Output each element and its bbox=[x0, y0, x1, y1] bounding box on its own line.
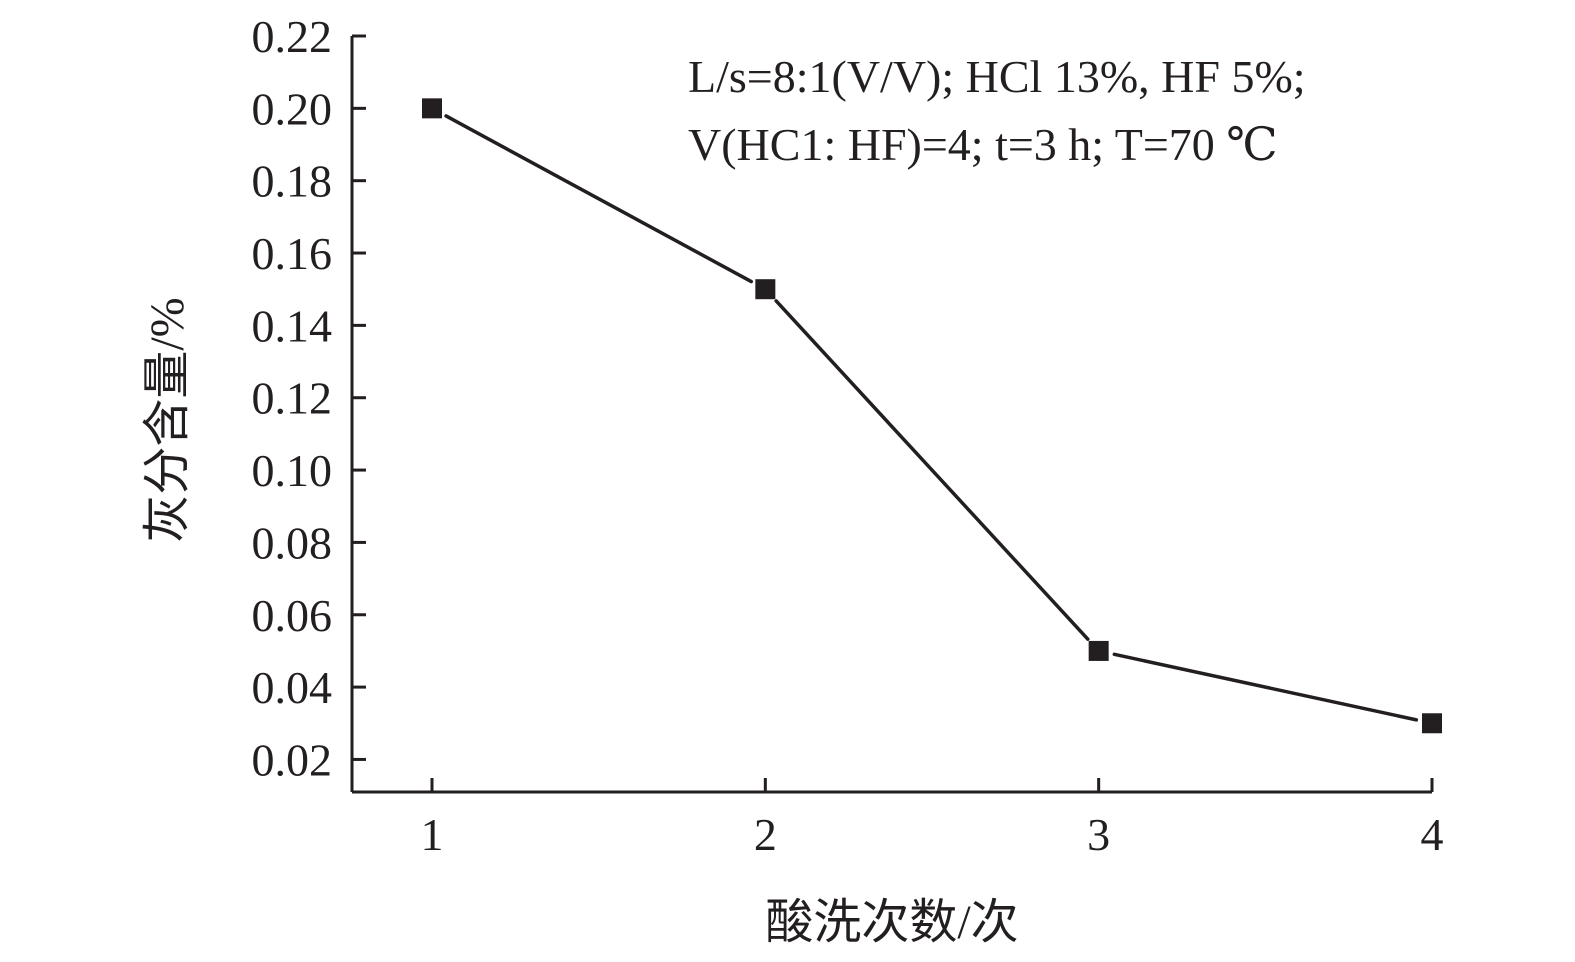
series-line-segment bbox=[1112, 652, 1419, 722]
x-tick-label: 2 bbox=[754, 809, 777, 860]
y-ticks: 0.02 0.04 0.06 0.08 0.10 0.12 0.14 0.16 0.18 0.20… bbox=[252, 11, 366, 785]
y-tick-label: 0.22 bbox=[252, 11, 333, 62]
x-tick-label: 4 bbox=[1421, 809, 1444, 860]
y-tick-label: 0.12 bbox=[252, 373, 333, 424]
series bbox=[422, 98, 1442, 734]
data-point-square bbox=[1422, 713, 1442, 734]
y-tick-label: 0.02 bbox=[252, 734, 333, 785]
data-point-square bbox=[422, 98, 442, 119]
y-tick-label: 0.14 bbox=[252, 300, 333, 351]
y-tick-label: 0.10 bbox=[252, 445, 333, 496]
y-tick-label: 0.20 bbox=[252, 83, 333, 134]
data-point-square bbox=[1088, 640, 1109, 661]
y-tick-label: 0.06 bbox=[252, 590, 333, 641]
y-tick-label: 0.08 bbox=[252, 517, 333, 568]
y-tick-label: 0.04 bbox=[252, 662, 333, 713]
x-ticks: 1 2 3 4 bbox=[421, 778, 1444, 860]
x-axis-label: 酸洗次数/次 bbox=[765, 896, 1018, 949]
annotation: L/s=8:1(V/V); HCl 13%, HF 5%; V(HC1: HF)… bbox=[688, 51, 1306, 170]
y-tick-label: 0.16 bbox=[252, 228, 333, 279]
annotation-line-2: V(HC1: HF)=4; t=3 h; T=70 ℃ bbox=[688, 119, 1278, 170]
x-tick-label: 3 bbox=[1087, 809, 1110, 860]
y-tick-label: 0.18 bbox=[252, 156, 333, 207]
y-axis-label: 灰分含量/% bbox=[141, 297, 194, 542]
annotation-line-1: L/s=8:1(V/V); HCl 13%, HF 5%; bbox=[688, 51, 1306, 102]
series-line-segment bbox=[444, 114, 754, 284]
axes bbox=[350, 36, 1432, 794]
data-point-square bbox=[755, 279, 776, 300]
x-tick-label: 1 bbox=[421, 809, 444, 860]
series-line-segment bbox=[774, 299, 1090, 641]
